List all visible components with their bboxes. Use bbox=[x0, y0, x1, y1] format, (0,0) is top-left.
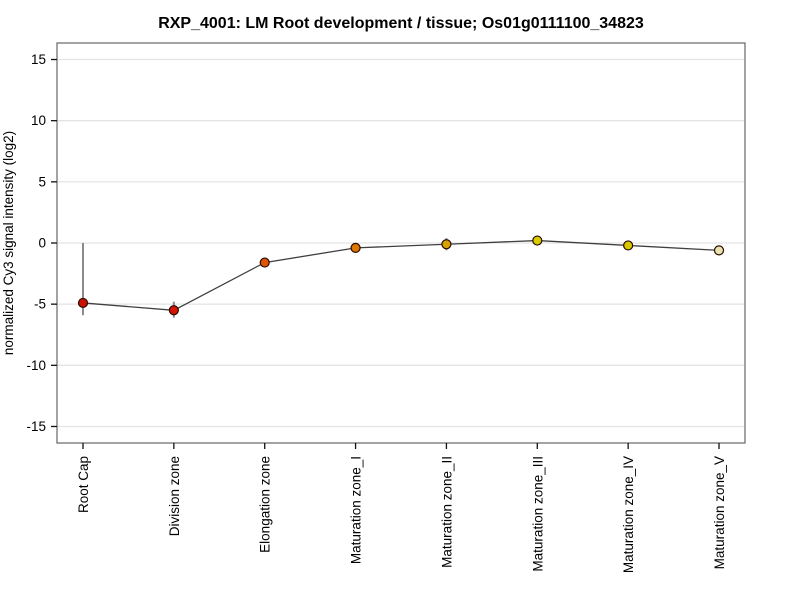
chart-title: RXP_4001: LM Root development / tissue; … bbox=[158, 15, 644, 32]
data-point bbox=[623, 240, 634, 251]
data-point bbox=[713, 245, 725, 256]
data-point bbox=[350, 242, 361, 253]
data-point bbox=[259, 257, 270, 268]
x-tick-label: Maturation zone_III bbox=[530, 456, 545, 572]
y-tick-label: 10 bbox=[31, 113, 46, 128]
y-axis-label: normalized Cy3 signal intensity (log2) bbox=[1, 131, 16, 355]
x-tick-label: Maturation zone_V bbox=[712, 456, 727, 569]
y-tick-label: 15 bbox=[31, 52, 46, 67]
data-point bbox=[532, 235, 543, 246]
x-tick-label: Root Cap bbox=[76, 456, 91, 513]
y-tick-label: -10 bbox=[26, 358, 46, 373]
y-tick-label: -15 bbox=[26, 419, 46, 434]
y-tick-label: 5 bbox=[38, 174, 46, 189]
data-line bbox=[82, 239, 720, 311]
y-tick-label: 0 bbox=[38, 236, 46, 251]
data-point bbox=[77, 297, 89, 309]
x-tick-label: Division zone bbox=[167, 456, 182, 536]
data-point bbox=[168, 305, 179, 316]
x-tick-label: Maturation zone_IV bbox=[621, 456, 636, 573]
x-tick-label: Maturation zone_I bbox=[349, 456, 364, 564]
y-tick-label: -5 bbox=[34, 297, 46, 312]
x-tick-label: Maturation zone_II bbox=[439, 456, 454, 568]
x-tick-label: Elongation zone bbox=[258, 456, 273, 553]
data-point bbox=[441, 239, 452, 250]
